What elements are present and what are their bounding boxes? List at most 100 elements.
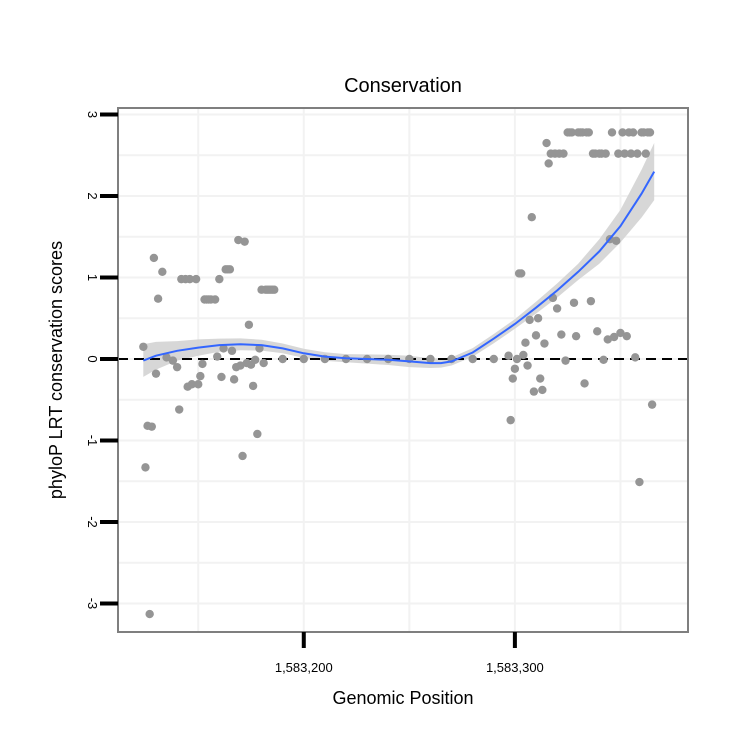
y-tick-label: -2 <box>85 516 100 528</box>
data-point <box>533 314 543 323</box>
data-point <box>618 128 627 137</box>
data-point <box>251 355 260 365</box>
data-point <box>504 351 513 360</box>
data-point <box>153 294 163 303</box>
data-point <box>162 353 171 362</box>
data-point <box>622 331 631 341</box>
y-tick-label: 2 <box>85 192 100 199</box>
data-point <box>510 364 520 373</box>
data-point <box>234 235 243 245</box>
data-point <box>559 149 568 158</box>
data-point <box>213 352 222 361</box>
data-point <box>278 354 287 364</box>
data-point <box>506 415 515 425</box>
data-point <box>215 274 224 284</box>
y-tick-label: -1 <box>85 435 100 447</box>
data-point <box>151 369 161 378</box>
data-point <box>552 304 562 313</box>
data-point <box>569 298 579 307</box>
data-point <box>468 354 477 364</box>
data-point <box>248 381 258 391</box>
data-point <box>217 372 226 382</box>
panel-border <box>117 107 689 633</box>
data-point <box>527 213 536 222</box>
data-point <box>517 269 526 278</box>
data-point <box>645 128 655 137</box>
data-point <box>607 128 617 137</box>
y-tick-label: 3 <box>85 111 100 118</box>
data-point <box>603 335 612 344</box>
data-point <box>489 354 498 364</box>
data-point <box>426 354 435 364</box>
y-tick-label: 0 <box>85 355 100 362</box>
data-point <box>641 149 650 158</box>
data-point <box>544 159 553 168</box>
data-point <box>538 385 547 395</box>
data-point <box>508 374 517 383</box>
data-point <box>255 344 264 353</box>
data-point <box>187 380 197 389</box>
data-point <box>593 327 602 336</box>
data-point <box>240 237 249 246</box>
data-point <box>523 361 532 370</box>
data-point <box>529 387 539 396</box>
data-point <box>626 149 636 158</box>
chart-title: Conservation <box>344 75 462 97</box>
data-point <box>580 379 589 388</box>
data-point <box>229 375 239 384</box>
data-point <box>536 374 545 383</box>
data-point <box>147 422 156 431</box>
grid-lines <box>118 108 688 632</box>
data-point <box>185 274 194 284</box>
data-point <box>244 320 254 329</box>
x-tick-label: 1,583,200 <box>275 660 333 675</box>
data-point <box>628 128 638 137</box>
data-point <box>616 328 625 338</box>
data-point <box>586 296 596 306</box>
data-point <box>557 330 566 339</box>
data-point <box>141 463 150 472</box>
data-point <box>172 362 182 372</box>
data-point <box>158 267 167 277</box>
data-point <box>236 361 245 370</box>
data-point <box>512 354 522 364</box>
axis-ticks: 1,583,200 1,583,300 -3 -2 -1 0 1 2 3 <box>85 111 544 675</box>
data-point <box>270 285 279 294</box>
data-point <box>299 354 308 364</box>
data-point <box>620 149 629 158</box>
data-point <box>175 405 184 414</box>
data-point <box>584 128 593 137</box>
x-axis-label: Genomic Position <box>332 688 473 708</box>
data-point <box>635 477 644 487</box>
data-point <box>540 339 549 348</box>
data-point <box>198 359 207 369</box>
data-point <box>599 355 608 365</box>
data-point <box>168 356 178 365</box>
data-point <box>614 149 623 158</box>
smooth-line <box>142 171 656 365</box>
data-point <box>253 429 262 439</box>
data-point <box>227 346 237 356</box>
y-tick-label: 1 <box>85 274 100 281</box>
confidence-ribbon <box>143 143 655 377</box>
data-point <box>631 353 640 362</box>
smooth-curve <box>142 171 656 365</box>
data-point <box>521 338 530 347</box>
x-tick-label: 1,583,300 <box>486 660 544 675</box>
score-points <box>139 128 657 619</box>
data-point <box>196 371 205 381</box>
data-point <box>525 315 534 325</box>
data-point <box>519 350 528 360</box>
data-point <box>571 331 581 341</box>
data-point <box>145 609 154 619</box>
confidence-band <box>143 143 655 377</box>
data-point <box>647 400 657 409</box>
data-point <box>194 380 203 389</box>
data-point <box>259 358 268 368</box>
y-tick-label: -3 <box>85 598 100 610</box>
data-point <box>601 149 610 158</box>
data-point <box>612 236 621 246</box>
data-point <box>191 274 201 284</box>
data-point <box>238 451 247 461</box>
